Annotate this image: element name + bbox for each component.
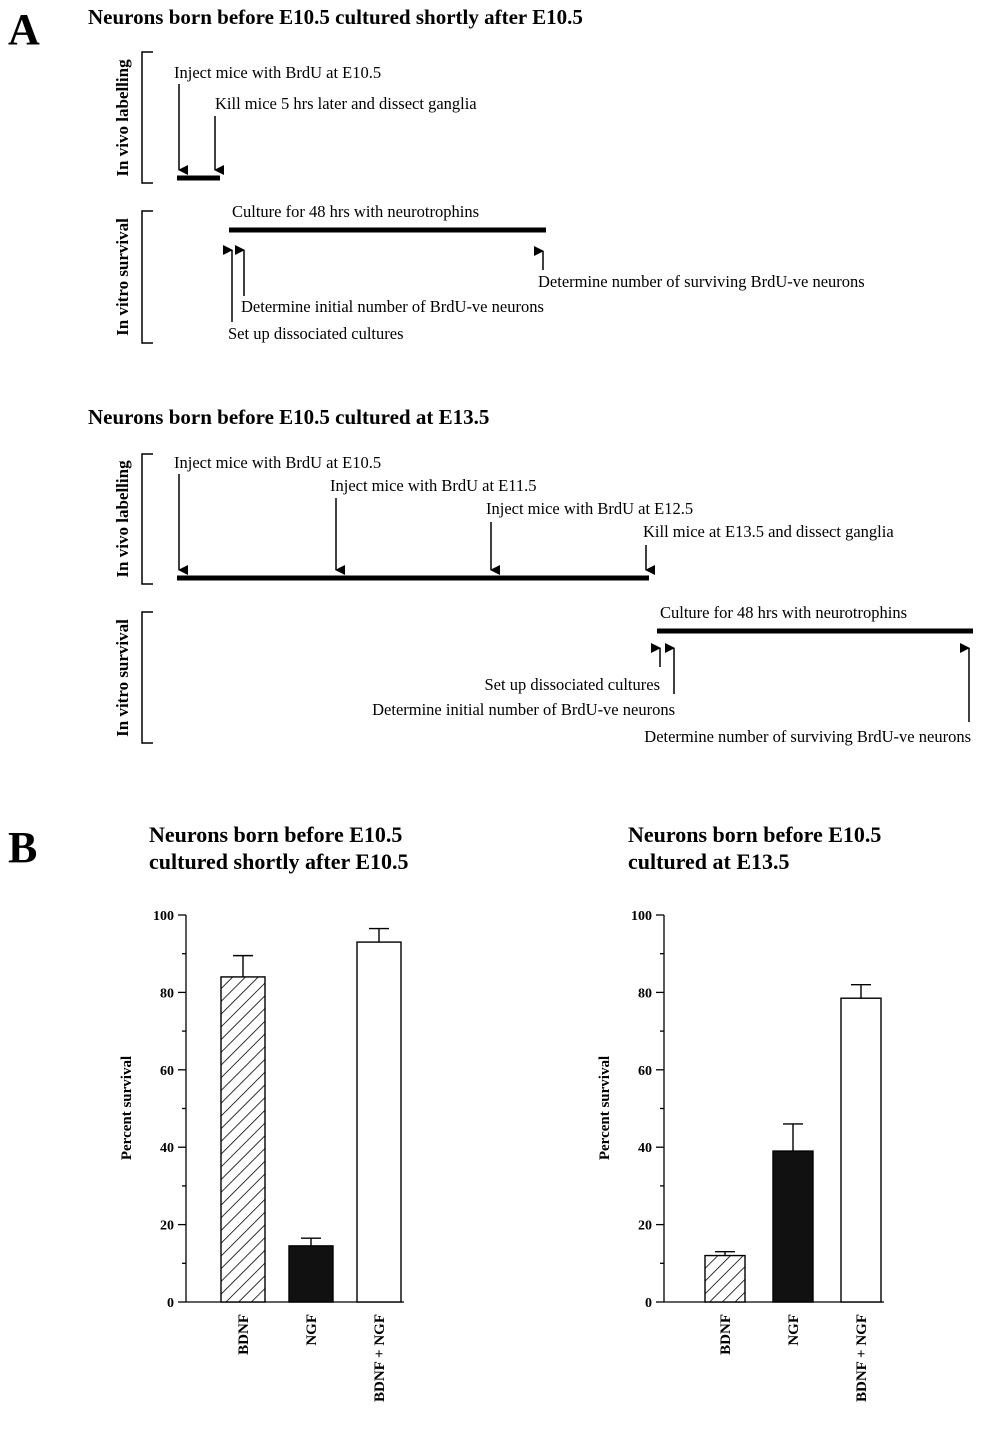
culture-label-1: Culture for 48 hrs with neurotrophins (232, 202, 479, 221)
initial-label-1: Determine initial number of BrdU-ve neur… (241, 297, 544, 316)
chart-1: Neurons born before E10.5 cultured short… (119, 822, 409, 1402)
timeline-1: Neurons born before E10.5 cultured short… (88, 5, 865, 344)
in-vivo-label-1: In vivo labelling (113, 59, 132, 177)
y-tick-label: 40 (638, 1141, 652, 1156)
in-vivo-bracket-2 (141, 453, 153, 585)
y-tick-label: 100 (153, 909, 174, 924)
in-vitro-bracket-2 (141, 611, 153, 744)
y-tick-label: 0 (167, 1296, 174, 1311)
y-tick-label: 40 (160, 1141, 174, 1156)
timeline-2-title: Neurons born before E10.5 cultured at E1… (88, 405, 489, 429)
chart-1-plot: 0 20 40 60 80 100 BDNF NGF BDNF + NGF (153, 909, 404, 1402)
surviving-label-1: Determine number of surviving BrdU-ve ne… (538, 272, 865, 291)
inject1-label-2: Inject mice with BrdU at E10.5 (174, 453, 381, 472)
category-label: BDNF (718, 1314, 734, 1355)
bar-ngf (288, 1245, 334, 1303)
bar-bdnf (704, 1254, 746, 1303)
chart-2: Neurons born before E10.5 cultured at E1… (597, 822, 884, 1402)
y-tick-label: 20 (638, 1219, 652, 1234)
bar-ngf (772, 1150, 814, 1303)
setup-label-1: Set up dissociated cultures (228, 324, 404, 343)
in-vitro-bracket-1 (141, 210, 153, 344)
in-vivo-label-2: In vivo labelling (113, 460, 132, 578)
category-label: NGF (786, 1314, 802, 1346)
y-tick-label: 60 (160, 1064, 174, 1079)
panel-a-letter: A (8, 5, 40, 54)
kill-label-2: Kill mice at E13.5 and dissect ganglia (643, 522, 894, 541)
panel-b-letter: B (8, 823, 37, 872)
in-vitro-label-1: In vitro survival (113, 218, 132, 336)
culture-label-2: Culture for 48 hrs with neurotrophins (660, 603, 907, 622)
category-label: BDNF + NGF (854, 1314, 870, 1402)
category-label: BDNF + NGF (372, 1314, 388, 1402)
category-label: NGF (304, 1314, 320, 1346)
inject3-label-2: Inject mice with BrdU at E12.5 (486, 499, 693, 518)
bar-bdnf (220, 976, 266, 1303)
bar-bdnf-ngf (840, 997, 882, 1303)
bar-bdnf-ngf (356, 941, 402, 1303)
chart-1-title-line1: Neurons born before E10.5 (149, 822, 402, 847)
inject2-label-2: Inject mice with BrdU at E11.5 (330, 476, 537, 495)
inject-label-1: Inject mice with BrdU at E10.5 (174, 63, 381, 82)
y-tick-label: 80 (638, 986, 652, 1001)
y-tick-label: 20 (160, 1219, 174, 1234)
in-vivo-bracket-1 (141, 51, 153, 184)
y-tick-label: 80 (160, 986, 174, 1001)
category-label: BDNF (236, 1314, 252, 1355)
surviving-label-2: Determine number of surviving BrdU-ve ne… (644, 727, 971, 746)
setup-label-2: Set up dissociated cultures (484, 675, 660, 694)
chart-2-y-axis-label: Percent survival (597, 1056, 613, 1160)
chart-2-plot: 0 20 40 60 80 100 BDNF NGF BDNF + NGF (631, 909, 884, 1402)
y-tick-label: 0 (645, 1296, 652, 1311)
chart-1-title-line2: cultured shortly after E10.5 (149, 849, 409, 874)
in-vitro-label-2: In vitro survival (113, 619, 132, 737)
y-tick-label: 60 (638, 1064, 652, 1079)
kill-label-1: Kill mice 5 hrs later and dissect gangli… (215, 94, 477, 113)
timeline-1-title: Neurons born before E10.5 cultured short… (88, 5, 583, 29)
y-tick-label: 100 (631, 909, 652, 924)
initial-label-2: Determine initial number of BrdU-ve neur… (372, 700, 675, 719)
chart-1-y-axis-label: Percent survival (119, 1056, 135, 1160)
timeline-2: Neurons born before E10.5 cultured at E1… (88, 405, 973, 746)
chart-2-title-line1: Neurons born before E10.5 (628, 822, 881, 847)
chart-2-title-line2: cultured at E13.5 (628, 849, 790, 874)
